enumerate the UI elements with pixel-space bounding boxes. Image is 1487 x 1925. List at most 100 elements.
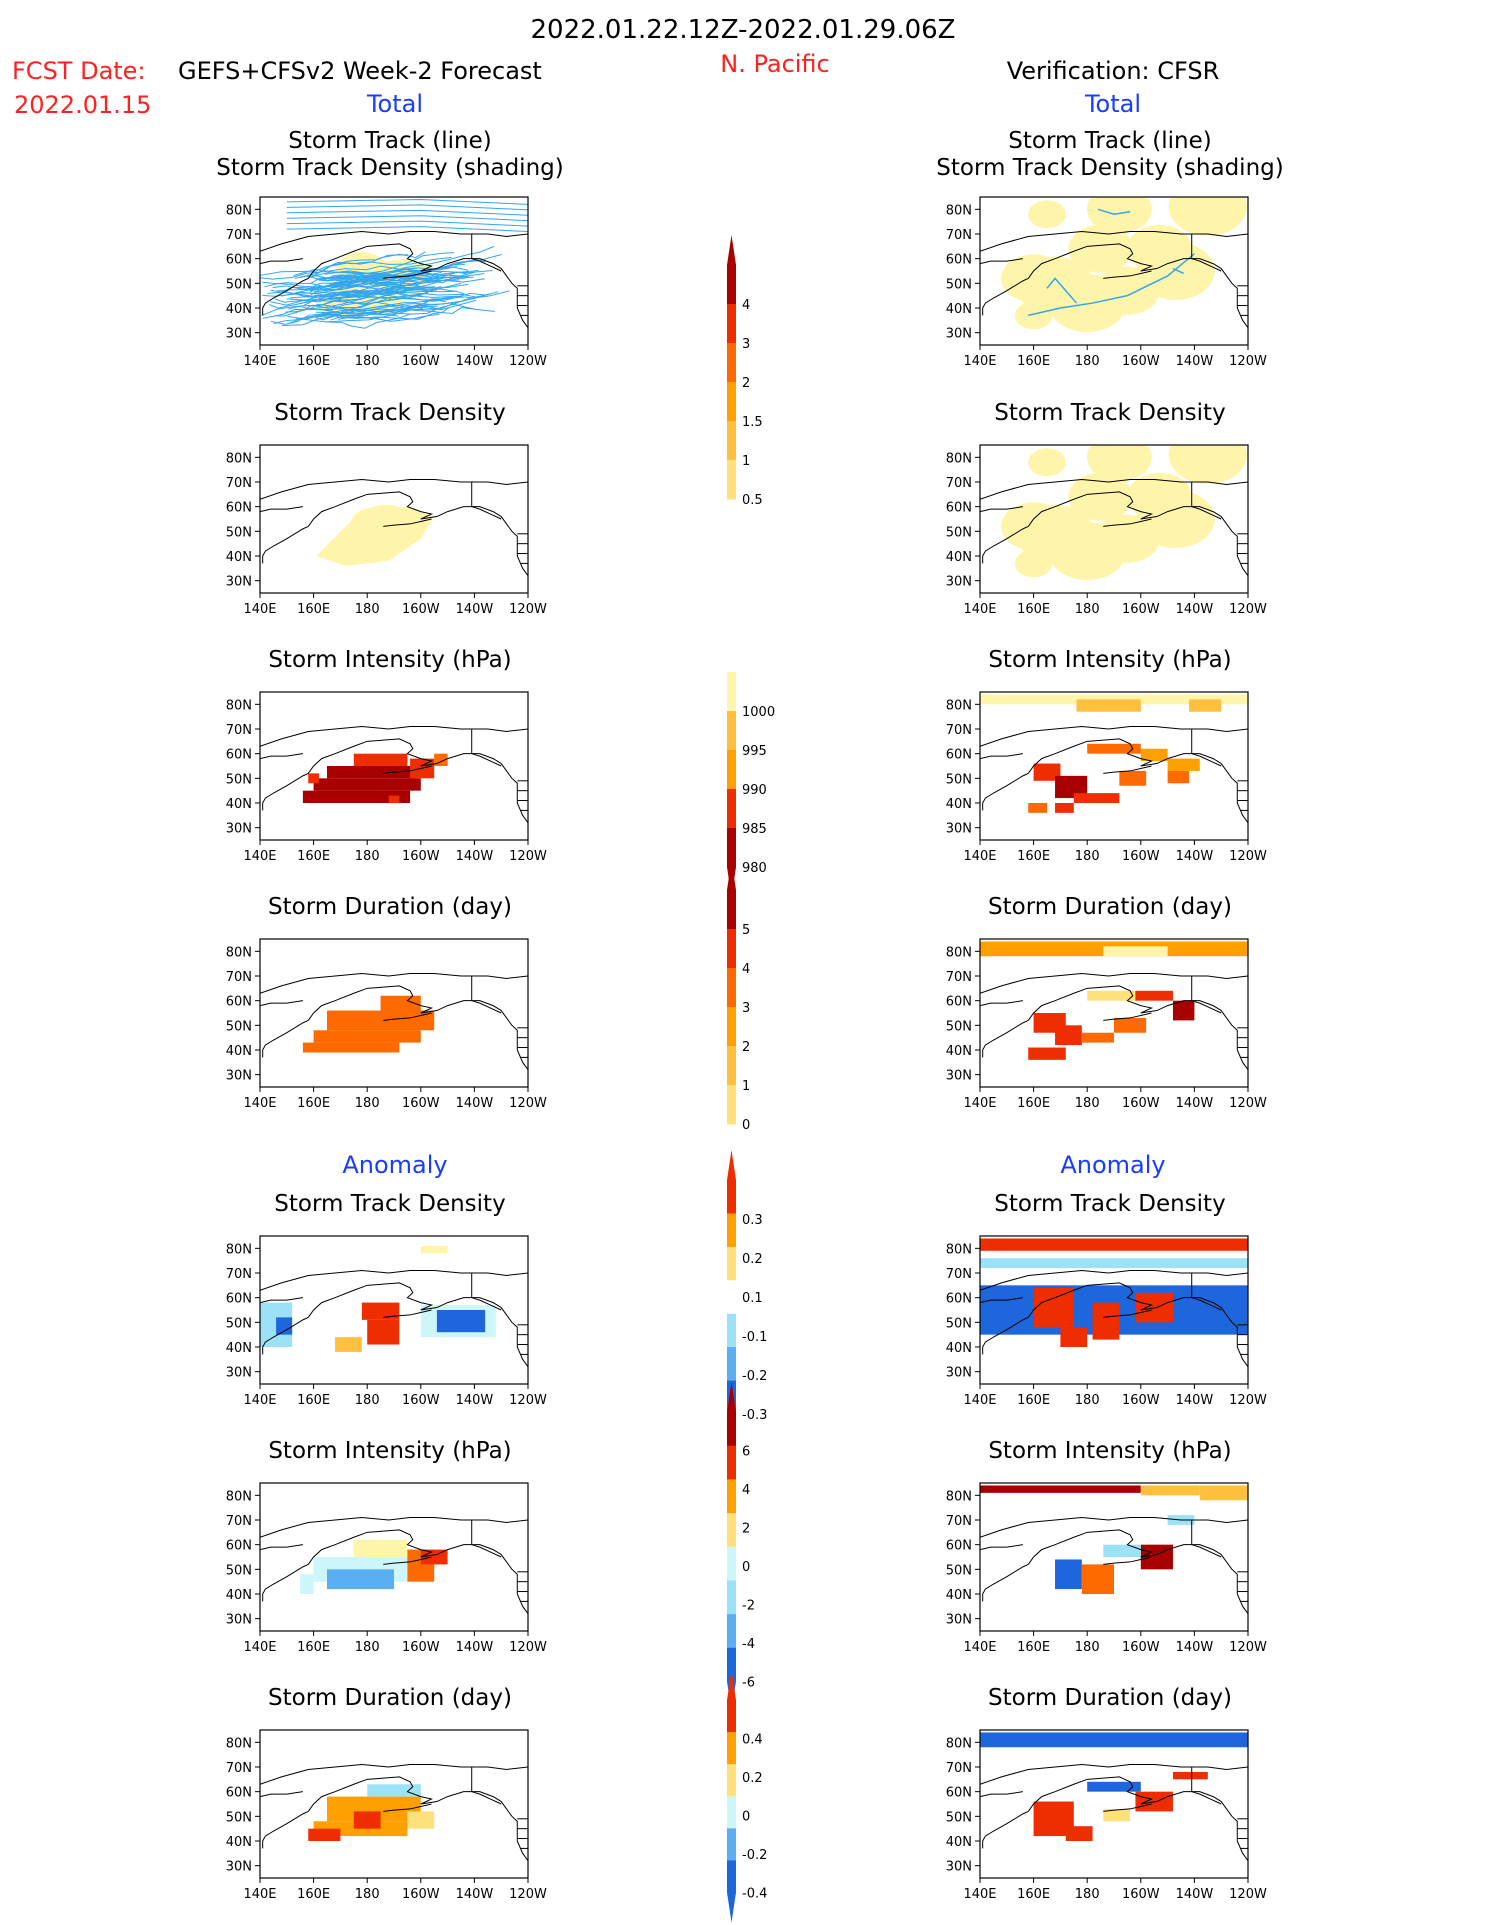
storm-track [281,304,423,326]
coastline [1103,1012,1152,1021]
value-cell [1140,748,1168,762]
density-blob [1001,254,1066,303]
value-cell [1033,1287,1074,1328]
colorbar-segment [727,1313,736,1348]
map-content [260,726,528,824]
colorbar-label: 1000 [742,705,775,720]
y-tick-label: 80N [226,1242,252,1257]
colorbar-segment [727,828,736,868]
coastline [980,1791,1023,1798]
map-frame [979,1235,1249,1385]
colorbar-label: 4 [742,962,750,977]
colorbar-duration-total: 5 4 3 2 1 0 [727,860,750,1133]
y-tick-label: 50N [226,1810,252,1825]
coastline [1103,765,1152,774]
x-tick-label: 160W [1122,1096,1160,1111]
x-tick-label: 140W [456,1887,494,1902]
y-tick-label: 80N [226,451,252,466]
storm-track [327,290,510,299]
x-tick-label: 180 [1075,1887,1100,1902]
y-tick-label: 60N [946,1786,972,1801]
value-cell [1135,990,1173,1001]
colorbar-arrow [727,1670,736,1700]
value-cell [420,1549,448,1565]
coastline [980,479,1248,500]
y-tick-label: 70N [946,1761,972,1776]
coastline [307,243,528,329]
colorbar-segment [727,1647,736,1682]
colorbar-segment [727,1513,736,1548]
x-tick-label: 120W [509,354,547,369]
fcst-date-label: FCST Date: [12,57,146,85]
value-cell [980,1485,1141,1493]
colorbar-label: 3 [742,1001,750,1016]
colorbar-segment [727,1180,736,1214]
coastline [262,1563,309,1602]
colorbar-label: -6 [742,1676,755,1691]
map-frame [979,1482,1249,1632]
y-tick-label: 60N [226,1786,252,1801]
y-tick-label: 40N [946,302,972,317]
x-tick-label: 120W [1229,602,1267,617]
x-tick-label: 140W [1176,1887,1214,1902]
panel-title: Storm Track Density [994,400,1225,426]
value-cell [367,1319,400,1345]
density-blob [1028,448,1066,477]
y-tick-label: 70N [226,1761,252,1776]
x-tick-label: 160W [402,1393,440,1408]
y-tick-label: 40N [226,550,252,565]
colorbar-density-total: 4 3 2 1.5 1 0.5 [727,235,763,508]
coastline [260,1000,303,1007]
panel-title: Storm Track (line) [1008,128,1211,154]
coastline [1191,1273,1222,1311]
storm-track [270,311,399,325]
value-cell [1055,775,1088,799]
value-cell [980,1238,1248,1251]
coastline [982,525,1029,564]
x-tick-label: 160E [297,1096,330,1111]
value-cell [980,1732,1248,1748]
x-tick-label: 160W [1122,354,1160,369]
left-anomaly-heading: Anomaly [342,1151,447,1179]
value-cell [1114,1017,1147,1033]
colorbar-segment [727,1828,736,1861]
verification-label: Verification: CFSR [1007,57,1220,85]
x-tick-label: 180 [1075,1640,1100,1655]
coastline [307,985,528,1071]
density-blob [1168,445,1247,484]
y-tick-label: 70N [226,723,252,738]
value-cell [327,766,416,779]
y-tick-label: 80N [226,698,252,713]
coastline [260,1270,528,1291]
map-content [260,1517,528,1615]
y-tick-label: 50N [946,1316,972,1331]
density-blob [1086,445,1152,482]
panel-forecast-anomaly-duration: Storm Duration (day) 140E 160E 180 160W 140W 1… [226,1685,547,1902]
panel-verification-total-density: Storm Track Density 140E 160E 180 160W 140W 12… [946,400,1267,617]
value-cell [1028,803,1047,813]
coastline [982,1810,1029,1849]
x-tick-label: 140W [456,1393,494,1408]
x-tick-label: 120W [1229,354,1267,369]
value-cell [1103,946,1168,957]
colorbar-label: -2 [742,1599,755,1614]
y-tick-label: 50N [946,1019,972,1034]
x-tick-label: 140W [456,849,494,864]
storm-track [333,273,485,289]
colorbar-label: 985 [742,822,767,837]
x-tick-label: 140W [1176,1640,1214,1655]
coastline [1191,729,1222,767]
y-tick-label: 50N [226,1316,252,1331]
coastline [262,1810,309,1849]
x-tick-label: 140W [1176,1096,1214,1111]
value-cell [1055,803,1074,813]
coastline [1027,738,1248,824]
panel-title: Storm Track Density (shading) [936,155,1283,181]
x-tick-label: 160W [1122,849,1160,864]
coastline [260,506,303,513]
value-cell [353,1539,408,1557]
value-cell [1060,1327,1088,1347]
y-tick-label: 30N [226,822,252,837]
panel-title: Storm Track Density [274,1191,505,1217]
